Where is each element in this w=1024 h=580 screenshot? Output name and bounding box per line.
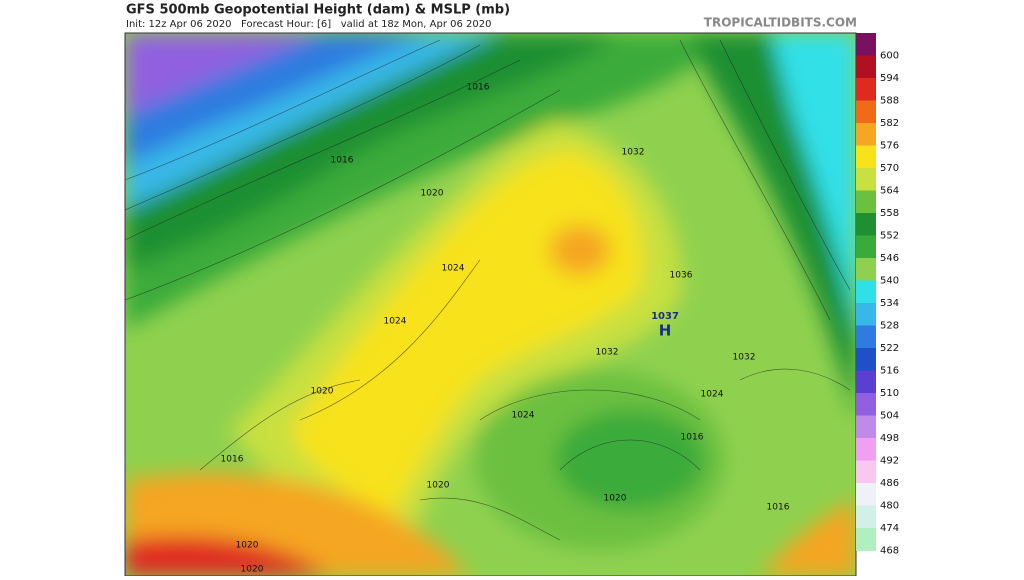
colorbar-swatch [856,415,876,439]
pressure-label: 1024 [701,390,724,400]
colorbar-label: 510 [880,388,899,399]
colorbar-swatch [856,460,876,484]
colorbar-label: 528 [880,321,899,332]
subtitle: Init: 12z Apr 06 2020 Forecast Hour: [6]… [126,19,492,30]
colorbar-label: 552 [880,231,899,242]
colorbar-swatch [856,145,876,169]
colorbar-swatch [856,235,876,259]
pressure-label: 1016 [681,433,704,443]
colorbar-swatch [856,348,876,371]
colorbar-label: 516 [880,366,899,377]
colorbar-swatch [856,33,876,56]
pressure-label: 1020 [421,189,444,199]
colorbar-label: 522 [880,343,899,354]
pressure-label: 1032 [596,348,619,358]
map [125,33,856,576]
colorbar-swatch [856,168,876,191]
colorbar-label: 504 [880,411,899,422]
colorbar-swatch [856,123,876,146]
colorbar-label: 474 [880,523,899,534]
colorbar-label: 588 [880,96,899,107]
site-name: TROPICALTIDBITS.COM [704,16,857,30]
pressure-label: 1037 [651,311,679,322]
colorbar-label: 564 [880,186,899,197]
pressure-label: 1032 [733,353,756,363]
colorbar-label: 468 [880,546,899,557]
pressure-label: 1024 [384,317,407,327]
colorbar-label: 546 [880,253,899,264]
colorbar-swatch [856,325,876,349]
colorbar-swatch [856,528,876,551]
pressure-label: 1024 [442,264,465,274]
pressure-label: 1020 [241,565,264,575]
colorbar-swatch [856,438,876,461]
colorbar-label: 540 [880,276,899,287]
colorbar-swatch [856,483,876,506]
colorbar-swatch [856,393,876,416]
colorbar-swatch [856,100,876,124]
colorbar-label: 558 [880,208,899,219]
colorbar-swatch [856,303,876,326]
colorbar-swatch [856,78,876,101]
pressure-label: 1020 [236,541,259,551]
colorbar-label: 582 [880,118,899,129]
colorbar-label: 498 [880,433,899,444]
pressure-label: 1016 [767,503,790,513]
colorbar-swatch [856,213,876,236]
pressure-label: 1020 [604,494,627,504]
colorbar-swatch [856,505,876,529]
colorbar-label: 492 [880,456,899,467]
colorbar-swatch [856,370,876,394]
pressure-label: 1032 [622,148,645,158]
title: GFS 500mb Geopotential Height (dam) & MS… [126,3,510,18]
colorbar-swatch [856,190,876,214]
pressure-label: 1016 [221,455,244,465]
pressure-label: 1036 [670,271,693,281]
high-pressure-marker: H [659,322,672,340]
colorbar-label: 600 [880,51,899,62]
colorbar-label: 594 [880,73,899,84]
pressure-label: 1016 [467,83,490,93]
colorbar-label: 486 [880,478,899,489]
pressure-label: 1020 [311,387,334,397]
colorbar-swatch [856,280,876,304]
colorbar-label: 480 [880,501,899,512]
pressure-label: 1016 [331,156,354,166]
colorbar-label: 576 [880,141,899,152]
colorbar-label: 534 [880,298,899,309]
colorbar-label: 570 [880,163,899,174]
pressure-label: 1024 [512,411,535,421]
colorbar-swatch [856,258,876,281]
colorbar-swatch [856,55,876,79]
pressure-label: 1020 [427,481,450,491]
